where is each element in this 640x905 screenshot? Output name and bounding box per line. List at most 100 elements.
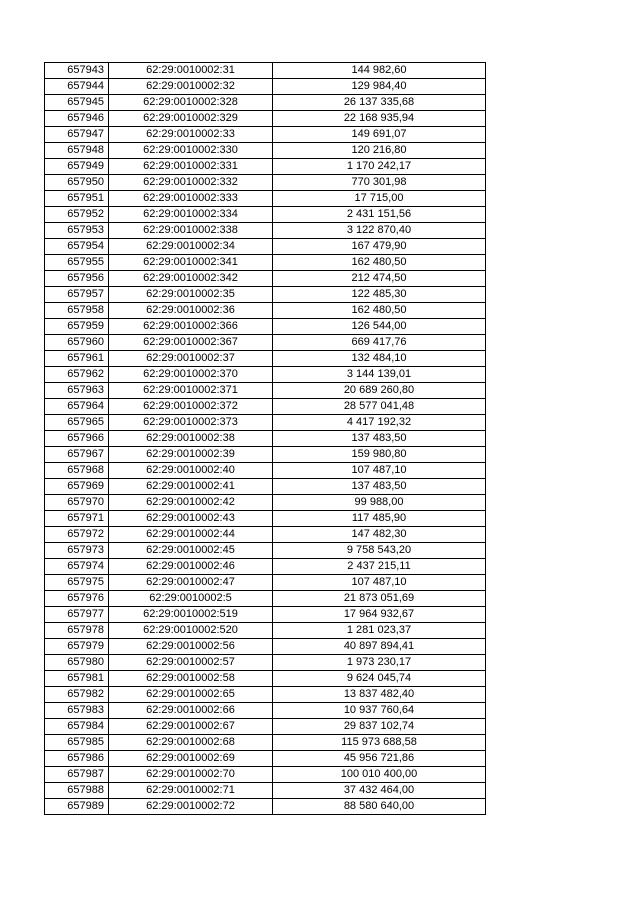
- cell-row-id: 657977: [44, 606, 109, 623]
- cell-row-id: 657971: [44, 510, 109, 527]
- cell-amount: 115 973 688,58: [272, 734, 486, 751]
- table-row: 657985 62:29:0010002:68 115 973 688,58: [44, 734, 486, 751]
- table-row: 657957 62:29:0010002:35 122 485,30: [44, 286, 486, 303]
- cell-cadastral-number: 62:29:0010002:367: [108, 334, 273, 351]
- cell-row-id: 657947: [44, 126, 109, 143]
- cell-cadastral-number: 62:29:0010002:330: [108, 142, 273, 159]
- cell-row-id: 657972: [44, 526, 109, 543]
- cell-cadastral-number: 62:29:0010002:520: [108, 622, 273, 639]
- cell-amount: 26 137 335,68: [272, 94, 486, 111]
- cell-cadastral-number: 62:29:0010002:72: [108, 798, 273, 815]
- table-row: 657958 62:29:0010002:36 162 480,50: [44, 302, 486, 319]
- cell-cadastral-number: 62:29:0010002:46: [108, 558, 273, 575]
- cell-row-id: 657981: [44, 670, 109, 687]
- cell-amount: 120 216,80: [272, 142, 486, 159]
- cell-cadastral-number: 62:29:0010002:32: [108, 78, 273, 95]
- cell-amount: 37 432 464,00: [272, 782, 486, 799]
- cell-amount: 21 873 051,69: [272, 590, 486, 607]
- cell-cadastral-number: 62:29:0010002:366: [108, 318, 273, 335]
- table-row: 657979 62:29:0010002:56 40 897 894,41: [44, 638, 486, 655]
- table-row: 657971 62:29:0010002:43 117 485,90: [44, 510, 486, 527]
- cell-cadastral-number: 62:29:0010002:341: [108, 254, 273, 271]
- cell-cadastral-number: 62:29:0010002:33: [108, 126, 273, 143]
- table-row: 657967 62:29:0010002:39 159 980,80: [44, 446, 486, 463]
- cell-amount: 28 577 041,48: [272, 398, 486, 415]
- cell-row-id: 657960: [44, 334, 109, 351]
- table-row: 657970 62:29:0010002:42 99 988,00: [44, 494, 486, 511]
- cell-amount: 107 487,10: [272, 462, 486, 479]
- cell-row-id: 657979: [44, 638, 109, 655]
- cell-row-id: 657987: [44, 766, 109, 783]
- table-row: 657988 62:29:0010002:71 37 432 464,00: [44, 782, 486, 799]
- cell-amount: 2 431 151,56: [272, 206, 486, 223]
- cell-amount: 40 897 894,41: [272, 638, 486, 655]
- cell-amount: 10 937 760,64: [272, 702, 486, 719]
- table-row: 657955 62:29:0010002:341 162 480,50: [44, 254, 486, 271]
- cell-amount: 2 437 215,11: [272, 558, 486, 575]
- cell-cadastral-number: 62:29:0010002:332: [108, 174, 273, 191]
- cell-cadastral-number: 62:29:0010002:35: [108, 286, 273, 303]
- table-row: 657952 62:29:0010002:334 2 431 151,56: [44, 206, 486, 223]
- cell-row-id: 657989: [44, 798, 109, 815]
- cell-cadastral-number: 62:29:0010002:331: [108, 158, 273, 175]
- table-row: 657968 62:29:0010002:40 107 487,10: [44, 462, 486, 479]
- cell-row-id: 657948: [44, 142, 109, 159]
- table-row: 657983 62:29:0010002:66 10 937 760,64: [44, 702, 486, 719]
- cell-amount: 149 691,07: [272, 126, 486, 143]
- cell-amount: 147 482,30: [272, 526, 486, 543]
- cell-amount: 29 837 102,74: [272, 718, 486, 735]
- cell-amount: 107 487,10: [272, 574, 486, 591]
- cell-row-id: 657950: [44, 174, 109, 191]
- cell-row-id: 657974: [44, 558, 109, 575]
- cell-amount: 144 982,60: [272, 62, 486, 79]
- cell-row-id: 657944: [44, 78, 109, 95]
- cell-row-id: 657945: [44, 94, 109, 111]
- table-row: 657954 62:29:0010002:34 167 479,90: [44, 238, 486, 255]
- cell-row-id: 657986: [44, 750, 109, 767]
- table-row: 657962 62:29:0010002:370 3 144 139,01: [44, 366, 486, 383]
- cell-amount: 117 485,90: [272, 510, 486, 527]
- cell-cadastral-number: 62:29:0010002:66: [108, 702, 273, 719]
- cell-row-id: 657975: [44, 574, 109, 591]
- table-row: 657965 62:29:0010002:373 4 417 192,32: [44, 414, 486, 431]
- table-row: 657946 62:29:0010002:329 22 168 935,94: [44, 110, 486, 127]
- cell-amount: 126 544,00: [272, 318, 486, 335]
- cell-cadastral-number: 62:29:0010002:68: [108, 734, 273, 751]
- cell-amount: 22 168 935,94: [272, 110, 486, 127]
- cell-cadastral-number: 62:29:0010002:370: [108, 366, 273, 383]
- table-row: 657963 62:29:0010002:371 20 689 260,80: [44, 382, 486, 399]
- cell-cadastral-number: 62:29:0010002:5: [108, 590, 273, 607]
- cell-cadastral-number: 62:29:0010002:338: [108, 222, 273, 239]
- cell-amount: 1 973 230,17: [272, 654, 486, 671]
- cell-row-id: 657956: [44, 270, 109, 287]
- cell-row-id: 657963: [44, 382, 109, 399]
- table-row: 657947 62:29:0010002:33 149 691,07: [44, 126, 486, 143]
- cell-row-id: 657951: [44, 190, 109, 207]
- cell-cadastral-number: 62:29:0010002:39: [108, 446, 273, 463]
- cell-amount: 3 144 139,01: [272, 366, 486, 383]
- cell-amount: 13 837 482,40: [272, 686, 486, 703]
- cell-amount: 99 988,00: [272, 494, 486, 511]
- cell-cadastral-number: 62:29:0010002:372: [108, 398, 273, 415]
- table-row: 657953 62:29:0010002:338 3 122 870,40: [44, 222, 486, 239]
- table-row: 657945 62:29:0010002:328 26 137 335,68: [44, 94, 486, 111]
- table-row: 657977 62:29:0010002:519 17 964 932,67: [44, 606, 486, 623]
- cell-row-id: 657959: [44, 318, 109, 335]
- cell-row-id: 657968: [44, 462, 109, 479]
- cell-row-id: 657966: [44, 430, 109, 447]
- table-row: 657982 62:29:0010002:65 13 837 482,40: [44, 686, 486, 703]
- cell-row-id: 657964: [44, 398, 109, 415]
- cell-amount: 17 964 932,67: [272, 606, 486, 623]
- table-row: 657948 62:29:0010002:330 120 216,80: [44, 142, 486, 159]
- cell-amount: 162 480,50: [272, 254, 486, 271]
- cell-row-id: 657952: [44, 206, 109, 223]
- cell-cadastral-number: 62:29:0010002:56: [108, 638, 273, 655]
- table-row: 657973 62:29:0010002:45 9 758 543,20: [44, 542, 486, 559]
- table-row: 657987 62:29:0010002:70 100 010 400,00: [44, 766, 486, 783]
- cell-row-id: 657961: [44, 350, 109, 367]
- cell-row-id: 657953: [44, 222, 109, 239]
- cell-row-id: 657958: [44, 302, 109, 319]
- cell-amount: 100 010 400,00: [272, 766, 486, 783]
- cell-cadastral-number: 62:29:0010002:67: [108, 718, 273, 735]
- cell-amount: 159 980,80: [272, 446, 486, 463]
